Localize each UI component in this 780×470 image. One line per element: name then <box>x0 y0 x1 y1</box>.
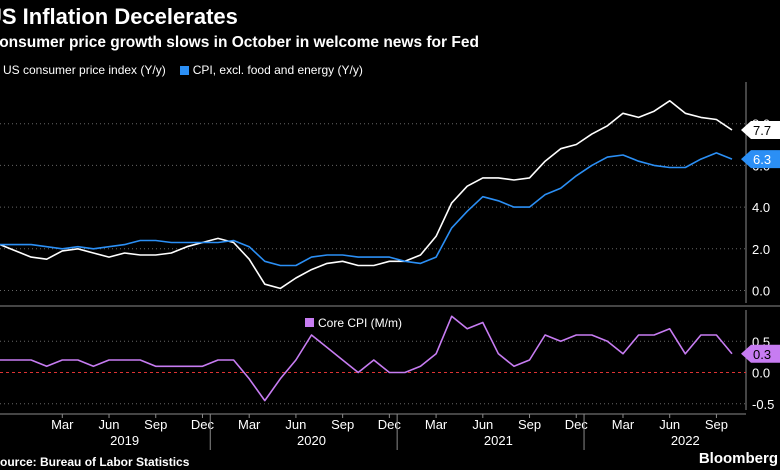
end-label-core-mom: 0.3 <box>753 347 771 362</box>
bottom-y-tick-label: -0.5 <box>752 397 774 412</box>
x-year-label: 2022 <box>671 433 700 448</box>
x-tick-label: Jun <box>659 417 680 432</box>
bottom-y-tick-label: 0.0 <box>752 366 770 381</box>
x-tick-label: Mar <box>612 417 635 432</box>
chart-subtitle: Consumer price growth slows in October i… <box>0 34 479 51</box>
brand-logo: Bloomberg <box>698 450 778 467</box>
x-tick-label: Dec <box>191 417 215 432</box>
end-label-cpi-box <box>741 120 780 139</box>
x-year-label: 2020 <box>297 433 326 448</box>
legend-label-core-mom: Core CPI (M/m) <box>318 316 402 330</box>
end-label-core-cpi-box <box>741 150 780 169</box>
top-y-tick-label: 0.0 <box>752 283 770 298</box>
series-line-core-mom <box>0 315 733 402</box>
x-tick-label: Jun <box>99 417 120 432</box>
chart-title: US Inflation Decelerates <box>0 4 238 29</box>
x-tick-label: Jun <box>285 417 306 432</box>
source-note: Source: Bureau of Labor Statistics <box>0 455 190 469</box>
legend-label-core: CPI, excl. food and energy (Y/y) <box>192 63 363 77</box>
x-tick-label: Sep <box>518 417 541 432</box>
end-label-cpi: 7.7 <box>753 123 771 138</box>
legend-label-cpi: US consumer price index (Y/y) <box>3 63 166 77</box>
x-tick-label: Mar <box>238 417 261 432</box>
legend-swatch-core-mom <box>305 318 314 327</box>
end-label-core-cpi: 6.3 <box>753 152 771 167</box>
x-year-label: 2021 <box>484 433 513 448</box>
legend-swatch-core <box>179 65 189 75</box>
x-tick-label: Sep <box>705 417 728 432</box>
x-tick-label: Dec <box>565 417 589 432</box>
legend-item-core: CPI, excl. food and energy (Y/y) <box>179 63 363 77</box>
x-tick-label: Mar <box>425 417 448 432</box>
end-label-core-mom-box <box>741 344 780 363</box>
x-tick-label: Sep <box>331 417 354 432</box>
x-year-label: 2019 <box>110 433 139 448</box>
x-tick-label: Dec <box>378 417 402 432</box>
x-tick-label: Jun <box>472 417 493 432</box>
legend-item-cpi: US consumer price index (Y/y) <box>0 63 166 77</box>
top-legend: US consumer price index (Y/y) CPI, excl.… <box>0 63 377 77</box>
series-line-cpi <box>0 100 733 290</box>
x-tick-label: Mar <box>51 417 74 432</box>
top-y-tick-label: 4.0 <box>752 200 770 215</box>
x-tick-label: Sep <box>144 417 167 432</box>
series-line-core-cpi <box>0 152 733 267</box>
top-y-tick-label: 2.0 <box>752 242 770 257</box>
